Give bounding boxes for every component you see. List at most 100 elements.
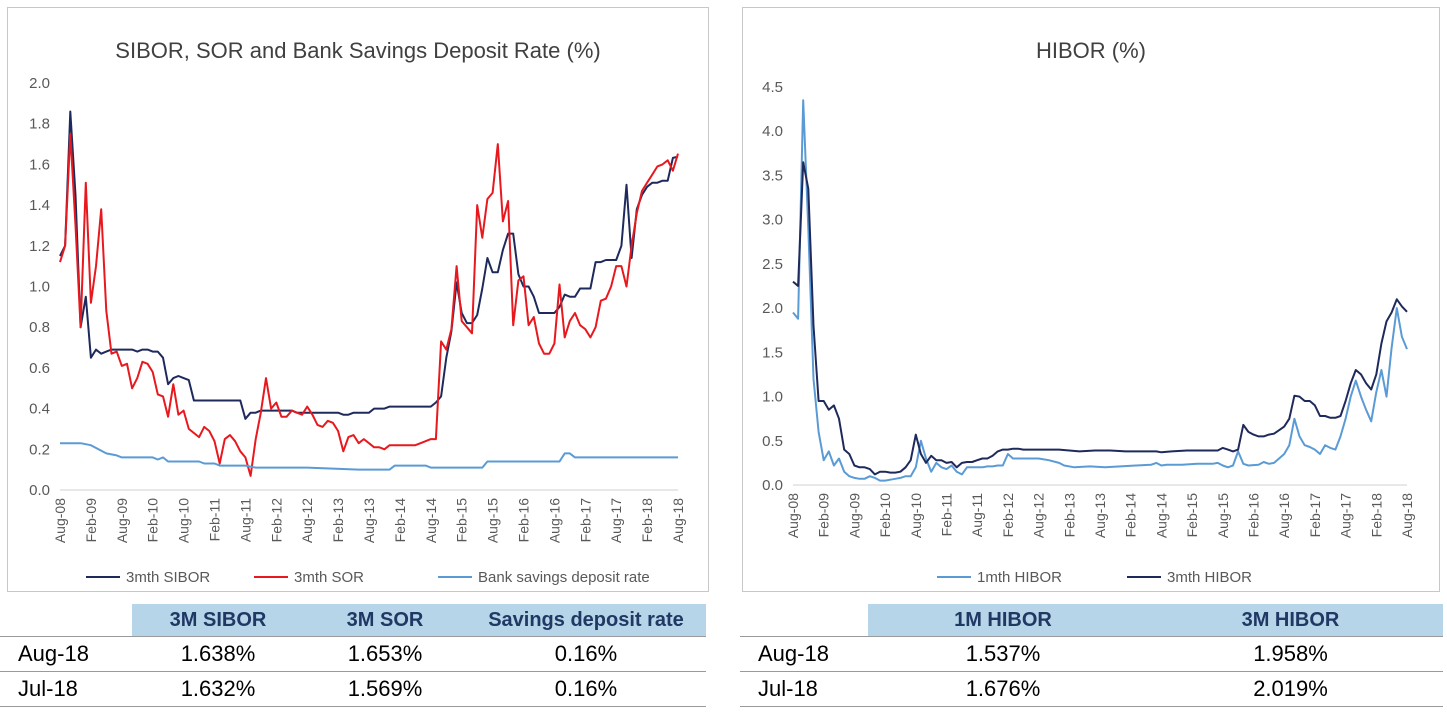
table-cell: 1.638% [132,636,304,672]
table-cell: 2.019% [1138,671,1443,707]
x-tick-label: Aug-14 [423,498,439,543]
y-tick-label: 0.2 [29,441,50,458]
x-tick-label: Aug-13 [361,498,377,543]
x-tick-label: Aug-13 [1092,493,1108,538]
x-tick-label: Feb-15 [454,498,470,543]
x-tick-label: Feb-12 [1000,493,1016,538]
x-tick-label: Feb-09 [816,493,832,538]
table-header: 3M SOR [304,604,466,637]
y-tick-label: 3.0 [762,212,783,229]
y-tick-label: 0.5 [762,433,783,450]
x-tick-label: Aug-16 [546,498,562,543]
x-tick-label: Aug-12 [1031,493,1047,538]
table-row: Jul-18 1.676% 2.019% [740,671,1443,707]
y-tick-label: 0.0 [762,477,783,494]
y-tick-label: 4.5 [762,79,783,96]
x-tick-label: Feb-16 [1246,493,1262,538]
x-tick-label: Feb-12 [268,498,284,543]
x-tick-label: Feb-14 [1123,493,1139,538]
x-tick-label: Feb-11 [207,498,223,542]
chart-title: SIBOR, SOR and Bank Savings Deposit Rate… [115,38,601,63]
table-header: 1M HIBOR [868,604,1138,637]
x-tick-label: Feb-13 [330,498,346,543]
x-tick-label: Aug-12 [299,498,315,543]
row-label: Jul-18 [740,671,868,707]
series-line [59,132,679,477]
y-tick-label: 1.8 [29,116,50,133]
table-cell: 1.537% [868,636,1138,672]
table-header: Savings deposit rate [466,604,706,637]
x-tick-label: Aug-17 [608,498,624,543]
y-tick-label: 1.6 [29,156,50,173]
legend-label: 3mth SOR [294,569,364,586]
row-label: Jul-18 [0,671,132,707]
x-tick-label: Aug-18 [670,498,686,543]
table-row: Jul-18 1.632% 1.569% 0.16% [0,671,706,707]
row-label: Aug-18 [0,636,132,672]
x-tick-label: Feb-15 [1184,493,1200,538]
table-header-blank [0,604,132,637]
table-cell: 0.16% [466,636,706,672]
table-cell: 1.632% [132,671,304,707]
sibor-chart-panel: SIBOR, SOR and Bank Savings Deposit Rate… [7,7,709,592]
x-tick-label: Feb-14 [392,498,408,543]
table-cell: 0.16% [466,671,706,707]
x-tick-label: Feb-17 [1307,493,1323,538]
legend-label: 3mth HIBOR [1167,569,1252,586]
x-tick-label: Aug-15 [1215,493,1231,538]
row-label: Aug-18 [740,636,868,672]
chart-title: HIBOR (%) [1036,38,1146,63]
x-tick-label: Aug-10 [908,493,924,538]
x-tick-label: Feb-11 [939,493,955,537]
y-tick-label: 0.0 [29,482,50,499]
y-tick-label: 0.6 [29,360,50,377]
table-header: 3M HIBOR [1138,604,1443,637]
y-tick-label: 3.5 [762,167,783,184]
table-cell: 1.676% [868,671,1138,707]
y-tick-label: 4.0 [762,123,783,140]
x-tick-label: Aug-09 [846,493,862,538]
series-line [60,442,678,471]
x-tick-label: Aug-09 [114,498,130,543]
sibor-chart: 0.0 0.2 0.4 0.6 0.8 1.0 1.2 1.4 1.6 1.8 2.0 Aug-08 F… [29,75,686,586]
table-header: 3M SIBOR [132,604,304,637]
table-header-blank [740,604,868,637]
x-tick-label: Feb-17 [577,498,593,543]
x-tick-label: Aug-18 [1399,493,1415,538]
x-tick-label: Feb-10 [145,498,161,543]
table-header-row: 1M HIBOR 3M HIBOR [740,604,1443,637]
y-tick-label: 0.8 [29,319,50,336]
x-tick-label: Feb-18 [639,498,655,543]
series-line [792,161,1408,476]
y-tick-label: 1.2 [29,238,50,255]
legend-label: 3mth SIBOR [126,569,210,586]
y-tick-label: 2.5 [762,256,783,273]
x-tick-label: Aug-11 [237,498,253,542]
hibor-chart: 0.0 0.5 1.0 1.5 2.0 2.5 3.0 3.5 4.0 4.5 Aug-08 Feb-… [762,79,1415,586]
table-cell: 1.958% [1138,636,1443,672]
x-tick-label: Feb-09 [83,498,99,543]
y-tick-label: 1.4 [29,197,50,214]
x-tick-label: Feb-13 [1061,493,1077,538]
x-tick-label: Aug-16 [1276,493,1292,538]
table-row: Aug-18 1.537% 1.958% [740,636,1443,672]
x-tick-label: Aug-17 [1338,493,1354,538]
y-tick-label: 2.0 [29,75,50,92]
x-tick-label: Feb-10 [877,493,893,538]
hibor-summary-table: 1M HIBOR 3M HIBOR Aug-18 1.537% 1.958% J… [740,604,1443,707]
table-cell: 1.569% [304,671,466,707]
legend-label: 1mth HIBOR [977,569,1062,586]
x-tick-label: Aug-15 [485,498,501,543]
y-tick-label: 1.0 [29,279,50,296]
y-tick-label: 1.5 [762,344,783,361]
legend-label: Bank savings deposit rate [478,569,650,586]
table-cell: 1.653% [304,636,466,672]
table-row: Aug-18 1.638% 1.653% 0.16% [0,636,706,672]
y-tick-label: 2.0 [762,300,783,317]
x-tick-label: Aug-11 [969,493,985,537]
x-tick-label: Aug-14 [1153,493,1169,538]
sibor-summary-table: 3M SIBOR 3M SOR Savings deposit rate Aug… [0,604,706,707]
x-tick-label: Feb-18 [1368,493,1384,538]
table-header-row: 3M SIBOR 3M SOR Savings deposit rate [0,604,706,637]
series-line [792,99,1408,482]
